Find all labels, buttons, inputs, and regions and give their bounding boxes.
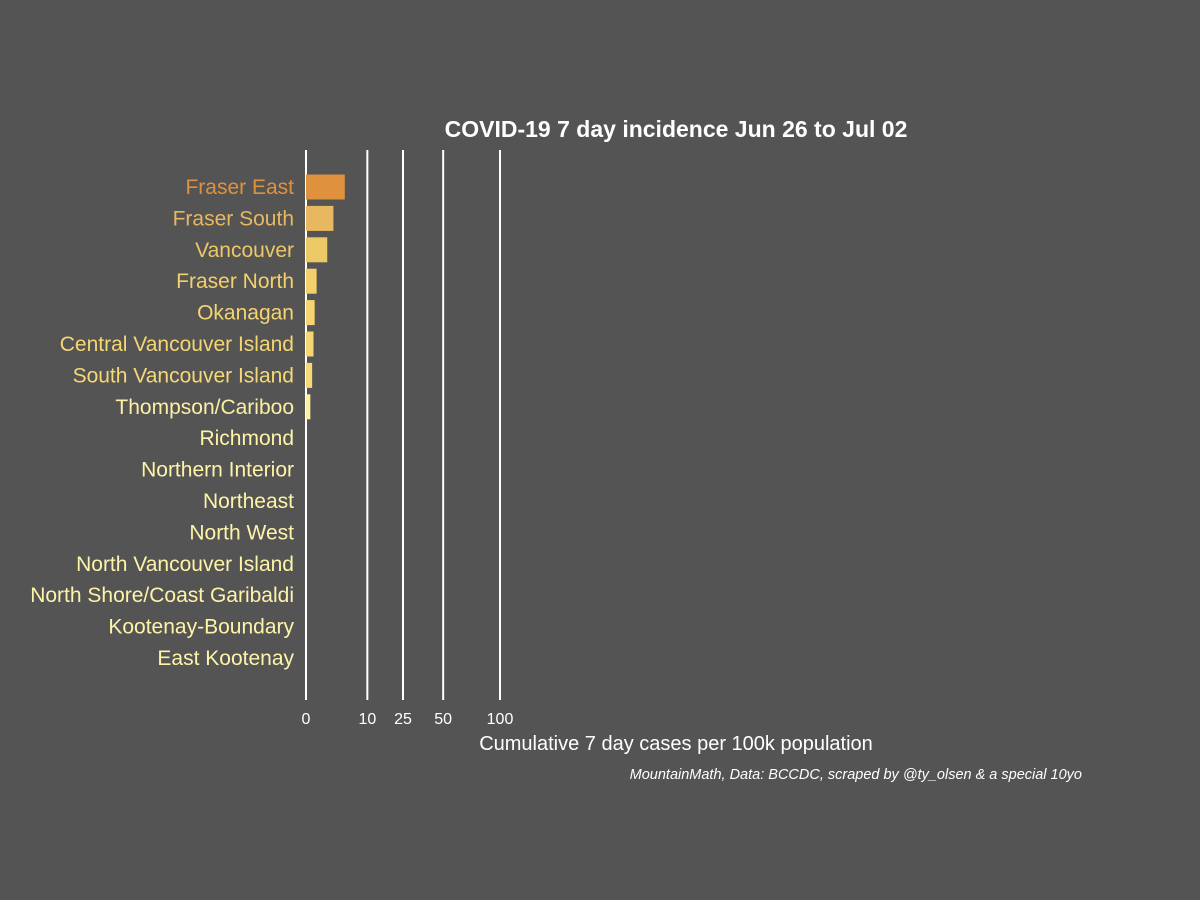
bars [306, 174, 345, 420]
x-tick-label: 10 [358, 711, 376, 728]
bar [306, 394, 311, 420]
bar [306, 205, 334, 231]
category-label: Northern Interior [141, 459, 294, 482]
chart-title: COVID-19 7 day incidence Jun 26 to Jul 0… [445, 116, 908, 142]
x-tick-label: 25 [394, 711, 412, 728]
bar [306, 174, 345, 200]
category-label: Fraser South [173, 207, 294, 230]
category-label: Thompson/Cariboo [115, 396, 294, 419]
bar [306, 331, 314, 357]
category-label: South Vancouver Island [73, 364, 294, 387]
gridlines [305, 150, 501, 700]
category-label: Fraser North [176, 270, 294, 293]
x-tick-label: 50 [434, 711, 452, 728]
category-label: Vancouver [195, 239, 294, 262]
category-label: East Kootenay [157, 647, 294, 670]
category-labels: Fraser East Fraser South Vancouver Fraser N… [30, 176, 294, 670]
bar [306, 362, 313, 388]
bar [306, 268, 317, 294]
category-label: Fraser East [185, 176, 294, 199]
category-label: Richmond [199, 427, 294, 450]
category-label: North West [189, 521, 294, 544]
x-tick-labels: 0 10 25 50 100 [302, 711, 514, 728]
category-label: North Vancouver Island [76, 553, 294, 576]
bar [306, 300, 315, 326]
x-tick-label: 0 [302, 711, 311, 728]
chart-caption: MountainMath, Data: BCCDC, scraped by @t… [630, 767, 1082, 783]
category-label: North Shore/Coast Garibaldi [30, 584, 294, 607]
category-label: Okanagan [197, 302, 294, 325]
x-tick-label: 100 [487, 711, 514, 728]
category-label: Northeast [203, 490, 294, 513]
category-label: Kootenay-Boundary [108, 616, 294, 639]
x-axis-title: Cumulative 7 day cases per 100k populati… [479, 733, 873, 755]
bar [306, 237, 328, 263]
category-label: Central Vancouver Island [60, 333, 294, 356]
